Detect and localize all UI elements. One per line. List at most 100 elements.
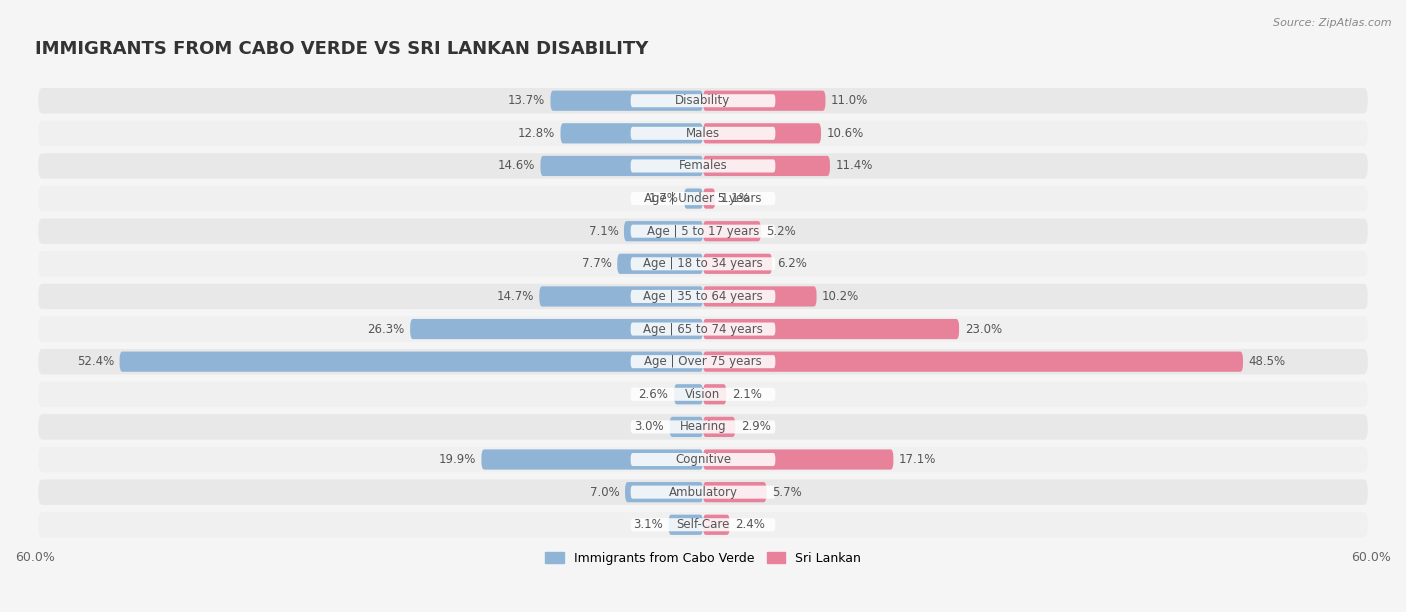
FancyBboxPatch shape — [668, 515, 703, 535]
FancyBboxPatch shape — [617, 254, 703, 274]
FancyBboxPatch shape — [631, 257, 775, 271]
FancyBboxPatch shape — [38, 121, 1368, 146]
Text: 7.7%: 7.7% — [582, 257, 612, 271]
FancyBboxPatch shape — [38, 153, 1368, 179]
FancyBboxPatch shape — [38, 88, 1368, 113]
FancyBboxPatch shape — [631, 518, 775, 531]
FancyBboxPatch shape — [38, 251, 1368, 277]
Text: 7.1%: 7.1% — [589, 225, 619, 237]
Text: Age | 5 to 17 years: Age | 5 to 17 years — [647, 225, 759, 237]
Text: 5.2%: 5.2% — [766, 225, 796, 237]
Text: 12.8%: 12.8% — [517, 127, 555, 140]
Text: IMMIGRANTS FROM CABO VERDE VS SRI LANKAN DISABILITY: IMMIGRANTS FROM CABO VERDE VS SRI LANKAN… — [35, 40, 648, 58]
Text: Ambulatory: Ambulatory — [668, 486, 738, 499]
Text: 2.1%: 2.1% — [733, 388, 762, 401]
FancyBboxPatch shape — [631, 388, 775, 401]
Text: 14.6%: 14.6% — [498, 160, 534, 173]
FancyBboxPatch shape — [631, 290, 775, 303]
FancyBboxPatch shape — [673, 384, 703, 405]
FancyBboxPatch shape — [38, 284, 1368, 309]
FancyBboxPatch shape — [540, 286, 703, 307]
FancyBboxPatch shape — [685, 188, 703, 209]
Text: Age | 18 to 34 years: Age | 18 to 34 years — [643, 257, 763, 271]
FancyBboxPatch shape — [38, 349, 1368, 375]
Text: 52.4%: 52.4% — [77, 355, 114, 368]
Text: Females: Females — [679, 160, 727, 173]
FancyBboxPatch shape — [631, 420, 775, 433]
Text: 3.1%: 3.1% — [633, 518, 662, 531]
FancyBboxPatch shape — [703, 384, 727, 405]
FancyBboxPatch shape — [38, 316, 1368, 341]
Text: 26.3%: 26.3% — [367, 323, 405, 335]
Text: Age | 65 to 74 years: Age | 65 to 74 years — [643, 323, 763, 335]
Text: 10.6%: 10.6% — [827, 127, 863, 140]
FancyBboxPatch shape — [540, 156, 703, 176]
Text: 11.4%: 11.4% — [835, 160, 873, 173]
Text: 23.0%: 23.0% — [965, 323, 1002, 335]
Text: 6.2%: 6.2% — [778, 257, 807, 271]
Text: 2.9%: 2.9% — [741, 420, 770, 433]
FancyBboxPatch shape — [38, 218, 1368, 244]
Text: 17.1%: 17.1% — [898, 453, 936, 466]
FancyBboxPatch shape — [703, 286, 817, 307]
Text: 10.2%: 10.2% — [823, 290, 859, 303]
Text: Self-Care: Self-Care — [676, 518, 730, 531]
FancyBboxPatch shape — [120, 351, 703, 371]
Text: 48.5%: 48.5% — [1249, 355, 1285, 368]
Text: 19.9%: 19.9% — [439, 453, 475, 466]
FancyBboxPatch shape — [703, 221, 761, 241]
Text: Males: Males — [686, 127, 720, 140]
FancyBboxPatch shape — [38, 479, 1368, 505]
FancyBboxPatch shape — [669, 417, 703, 437]
Text: 14.7%: 14.7% — [496, 290, 534, 303]
FancyBboxPatch shape — [631, 355, 775, 368]
Legend: Immigrants from Cabo Verde, Sri Lankan: Immigrants from Cabo Verde, Sri Lankan — [538, 546, 868, 572]
FancyBboxPatch shape — [703, 449, 893, 469]
Text: Age | 35 to 64 years: Age | 35 to 64 years — [643, 290, 763, 303]
FancyBboxPatch shape — [703, 482, 766, 502]
FancyBboxPatch shape — [631, 225, 775, 237]
Text: Vision: Vision — [685, 388, 721, 401]
FancyBboxPatch shape — [703, 123, 821, 143]
Text: 3.0%: 3.0% — [634, 420, 664, 433]
FancyBboxPatch shape — [703, 188, 716, 209]
FancyBboxPatch shape — [38, 414, 1368, 439]
FancyBboxPatch shape — [411, 319, 703, 339]
FancyBboxPatch shape — [703, 515, 730, 535]
FancyBboxPatch shape — [631, 94, 775, 107]
FancyBboxPatch shape — [481, 449, 703, 469]
FancyBboxPatch shape — [631, 485, 775, 499]
FancyBboxPatch shape — [38, 512, 1368, 537]
FancyBboxPatch shape — [631, 127, 775, 140]
Text: 11.0%: 11.0% — [831, 94, 869, 107]
FancyBboxPatch shape — [631, 453, 775, 466]
FancyBboxPatch shape — [551, 91, 703, 111]
FancyBboxPatch shape — [703, 351, 1243, 371]
FancyBboxPatch shape — [703, 417, 735, 437]
Text: Disability: Disability — [675, 94, 731, 107]
Text: 1.1%: 1.1% — [721, 192, 751, 205]
Text: 13.7%: 13.7% — [508, 94, 546, 107]
Text: Source: ZipAtlas.com: Source: ZipAtlas.com — [1274, 18, 1392, 28]
FancyBboxPatch shape — [561, 123, 703, 143]
FancyBboxPatch shape — [631, 160, 775, 173]
FancyBboxPatch shape — [703, 254, 772, 274]
FancyBboxPatch shape — [703, 91, 825, 111]
FancyBboxPatch shape — [38, 381, 1368, 407]
Text: 2.4%: 2.4% — [735, 518, 765, 531]
FancyBboxPatch shape — [703, 156, 830, 176]
FancyBboxPatch shape — [38, 447, 1368, 472]
FancyBboxPatch shape — [38, 186, 1368, 211]
Text: Cognitive: Cognitive — [675, 453, 731, 466]
FancyBboxPatch shape — [626, 482, 703, 502]
Text: Age | Over 75 years: Age | Over 75 years — [644, 355, 762, 368]
Text: 1.7%: 1.7% — [648, 192, 679, 205]
FancyBboxPatch shape — [703, 319, 959, 339]
FancyBboxPatch shape — [631, 192, 775, 205]
FancyBboxPatch shape — [631, 323, 775, 335]
Text: 7.0%: 7.0% — [589, 486, 620, 499]
FancyBboxPatch shape — [624, 221, 703, 241]
Text: Age | Under 5 years: Age | Under 5 years — [644, 192, 762, 205]
Text: Hearing: Hearing — [679, 420, 727, 433]
Text: 2.6%: 2.6% — [638, 388, 668, 401]
